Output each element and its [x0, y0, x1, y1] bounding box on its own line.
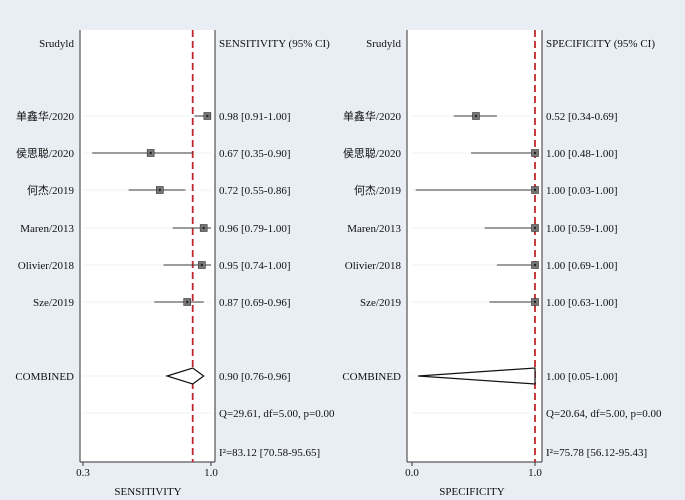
sensitivity-study-name: Maren/2013 — [20, 223, 74, 235]
sensitivity-x-tick-label: 0.3 — [76, 467, 90, 479]
specificity-study-ci-label: 1.00 [0.63-1.00] — [546, 297, 618, 309]
specificity-plot-area — [407, 30, 542, 462]
specificity-combined-name: COMBINED — [342, 371, 401, 383]
sensitivity-study-ci-label: 0.98 [0.91-1.00] — [219, 111, 291, 123]
sensitivity-study-ci-label: 0.87 [0.69-0.96] — [219, 297, 291, 309]
sensitivity-study-ci-label: 0.72 [0.55-0.86] — [219, 185, 291, 197]
specificity-i2: I²=75.78 [56.12-95.43] — [546, 447, 647, 459]
sensitivity-heterogeneity: Q=29.61, df=5.00, p=0.00 — [219, 408, 335, 420]
specificity-point-center — [533, 188, 537, 192]
specificity-combined-ci-label: 1.00 [0.05-1.00] — [546, 371, 618, 383]
specificity-point-center — [533, 226, 537, 230]
specificity-point-center — [533, 151, 537, 155]
sensitivity-study-name: Olivier/2018 — [18, 260, 75, 272]
sensitivity-combined-ci-label: 0.90 [0.76-0.96] — [219, 371, 291, 383]
specificity-study-ci-label: 1.00 [0.48-1.00] — [546, 148, 618, 160]
specificity-study-ci-label: 0.52 [0.34-0.69] — [546, 111, 618, 123]
specificity-point-center — [474, 114, 478, 118]
specificity-heterogeneity: Q=20.64, df=5.00, p=0.00 — [546, 408, 662, 420]
specificity-x-axis-label: SPECIFICITY — [439, 486, 504, 498]
specificity-point-center — [533, 300, 537, 304]
sensitivity-plot-area — [80, 30, 215, 462]
sensitivity-point-center — [202, 226, 205, 230]
sensitivity-study-header: Srudyld — [39, 38, 74, 50]
specificity-study-ci-label: 1.00 [0.59-1.00] — [546, 223, 618, 235]
sensitivity-combined-name: COMBINED — [15, 371, 74, 383]
sensitivity-study-ci-label: 0.67 [0.35-0.90] — [219, 148, 291, 160]
specificity-study-name: Sze/2019 — [360, 297, 401, 309]
specificity-study-ci-label: 1.00 [0.03-1.00] — [546, 185, 618, 197]
specificity-study-header: Srudyld — [366, 38, 401, 50]
sensitivity-study-name: 何杰/2019 — [27, 184, 75, 197]
sensitivity-study-name: 侯思聪/2020 — [16, 146, 75, 160]
sensitivity-study-name: 单鑫华/2020 — [16, 109, 75, 123]
sensitivity-study-ci-label: 0.96 [0.79-1.00] — [219, 223, 291, 235]
sensitivity-point-center — [186, 300, 189, 304]
sensitivity-combined-diamond — [165, 367, 205, 385]
specificity-point-center — [533, 263, 537, 267]
specificity-x-tick-label: 0.0 — [405, 467, 419, 479]
sensitivity-ci-header: SENSITIVITY (95% CI) — [219, 38, 330, 50]
specificity-combined-diamond — [418, 367, 536, 385]
specificity-x-tick-label: 1.0 — [528, 467, 542, 479]
sensitivity-x-axis-label: SENSITIVITY — [114, 486, 181, 498]
specificity-study-name: Maren/2013 — [347, 223, 401, 235]
sensitivity-point-center — [158, 188, 161, 192]
specificity-study-ci-label: 1.00 [0.69-1.00] — [546, 260, 618, 272]
sensitivity-study-name: Sze/2019 — [33, 297, 74, 309]
specificity-forest-plot: 单鑫华/2020 0.52 [0.34-0.69] 侯思聪/2020 1.00 [0.… — [342, 30, 662, 498]
sensitivity-x-tick-label: 1.0 — [204, 467, 218, 479]
sensitivity-point-center — [206, 114, 209, 118]
specificity-study-name: 单鑫华/2020 — [343, 109, 402, 123]
sensitivity-i2: I²=83.12 [70.58-95.65] — [219, 447, 320, 459]
sensitivity-forest-plot: 单鑫华/2020 0.98 [0.91-1.00] 侯思聪/2020 0.67 [0.… — [15, 30, 335, 498]
specificity-study-name: 侯思聪/2020 — [343, 146, 402, 160]
sensitivity-study-ci-label: 0.95 [0.74-1.00] — [219, 260, 291, 272]
specificity-study-name: Olivier/2018 — [345, 260, 402, 272]
sensitivity-point-center — [200, 263, 204, 267]
sensitivity-point-center — [149, 151, 152, 155]
specificity-study-name: 何杰/2019 — [354, 184, 402, 197]
specificity-ci-header: SPECIFICITY (95% CI) — [546, 38, 655, 50]
